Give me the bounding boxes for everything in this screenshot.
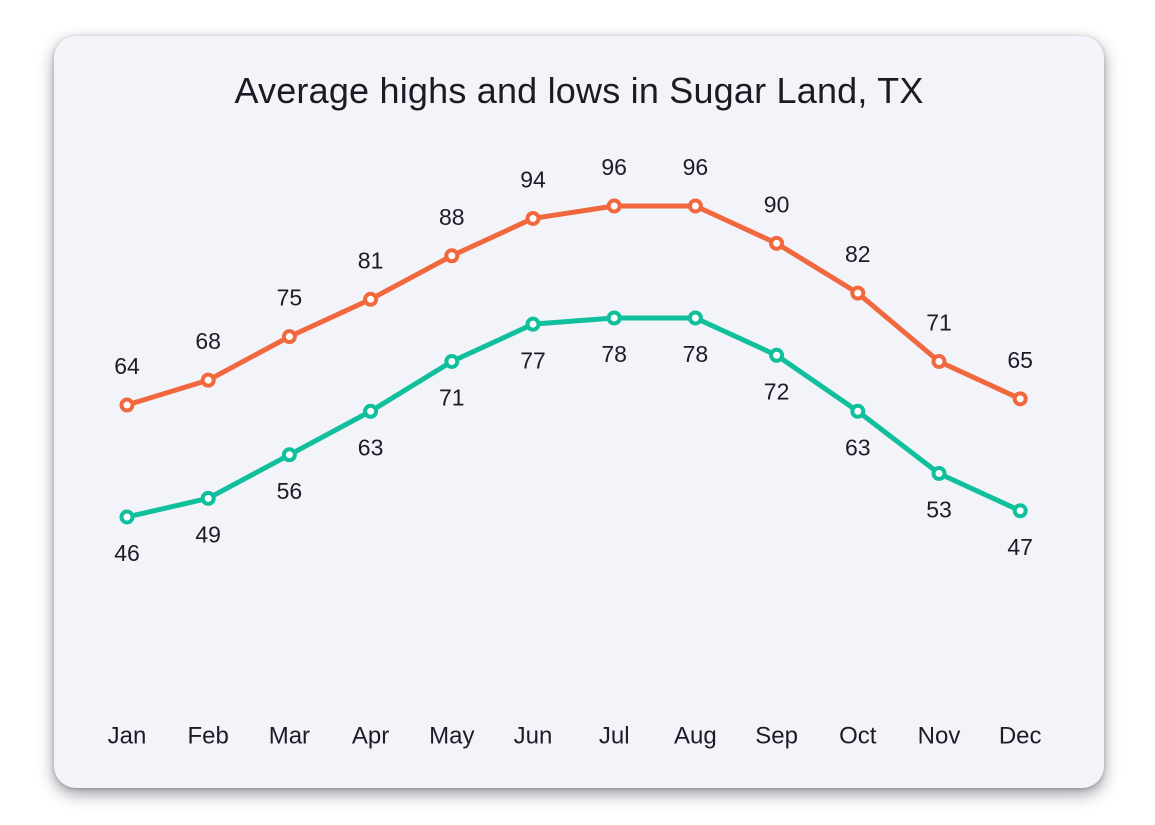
average-low-marker	[769, 347, 785, 363]
average-low-data-label: 77	[520, 347, 546, 373]
average-low-marker	[200, 490, 216, 506]
average-high-data-label: 75	[277, 285, 303, 311]
average-high-marker	[1012, 391, 1028, 407]
x-axis-label: Feb	[188, 722, 229, 749]
average-high-marker	[850, 285, 866, 301]
average-low-marker	[931, 465, 947, 481]
average-high-data-label: 96	[601, 154, 627, 180]
average-high-marker	[606, 198, 622, 214]
average-high-marker	[687, 198, 703, 214]
average-high-data-label: 68	[195, 328, 221, 354]
x-axis-label: Aug	[674, 722, 717, 749]
x-axis-label: Dec	[999, 722, 1042, 749]
x-axis-label: Jan	[108, 722, 147, 749]
x-axis-label: Sep	[755, 722, 798, 749]
average-high-data-label: 82	[845, 241, 871, 267]
average-high-marker	[931, 354, 947, 369]
average-high-marker	[281, 329, 297, 345]
average-high-marker	[444, 248, 460, 264]
average-high-data-label: 71	[926, 310, 952, 336]
x-axis-label: Apr	[352, 722, 389, 749]
average-high-data-label: 88	[439, 204, 465, 230]
average-low-marker	[525, 316, 541, 332]
x-axis-label: Mar	[269, 722, 310, 749]
average-low-data-label: 63	[358, 434, 384, 460]
average-high-data-label: 94	[520, 167, 546, 193]
x-axis-label: Jul	[599, 722, 630, 749]
average-low-data-label: 63	[845, 434, 871, 460]
average-low-data-label: 78	[683, 341, 709, 367]
average-low-data-label: 47	[1007, 534, 1033, 560]
average-high-data-label: 96	[683, 154, 709, 180]
average-low-marker	[281, 447, 297, 463]
average-low-marker	[119, 509, 135, 525]
average-low-data-label: 72	[764, 378, 790, 404]
average-low-data-label: 49	[195, 521, 221, 547]
average-low-data-label: 71	[439, 385, 465, 411]
average-low-marker	[444, 354, 460, 369]
average-low-data-label: 78	[601, 341, 627, 367]
average-high-marker	[119, 397, 135, 413]
average-low-data-label: 46	[114, 540, 140, 566]
average-low-marker	[850, 403, 866, 419]
average-high-marker	[525, 210, 541, 226]
average-high-marker	[200, 372, 216, 388]
chart-card: Average highs and lows in Sugar Land, TX…	[54, 36, 1104, 788]
average-low-marker	[687, 310, 703, 326]
average-high-data-label: 90	[764, 191, 790, 217]
x-axis-label: Nov	[918, 722, 961, 749]
average-high-data-label: 64	[114, 353, 140, 379]
average-high-data-label: 65	[1007, 347, 1033, 373]
chart-title: Average highs and lows in Sugar Land, TX	[234, 70, 924, 111]
x-axis-label: Oct	[839, 722, 877, 749]
x-axis-label: May	[429, 722, 474, 749]
average-high-marker	[769, 235, 785, 251]
average-low-data-label: 53	[926, 497, 952, 523]
average-low-data-label: 56	[277, 478, 303, 504]
x-axis-label: Jun	[514, 722, 553, 749]
average-low-marker	[1012, 503, 1028, 519]
average-high-marker	[363, 291, 379, 307]
average-low-marker	[363, 403, 379, 419]
average-low-line	[124, 315, 1023, 520]
average-high-data-label: 81	[358, 247, 384, 273]
temperature-line-chart: 64 68 75 81 88 94 96 96 90 82 71 65 46 49 56 63 71 77 78 78…	[108, 154, 1042, 749]
average-low-marker	[606, 310, 622, 326]
average-high-line	[124, 203, 1023, 408]
